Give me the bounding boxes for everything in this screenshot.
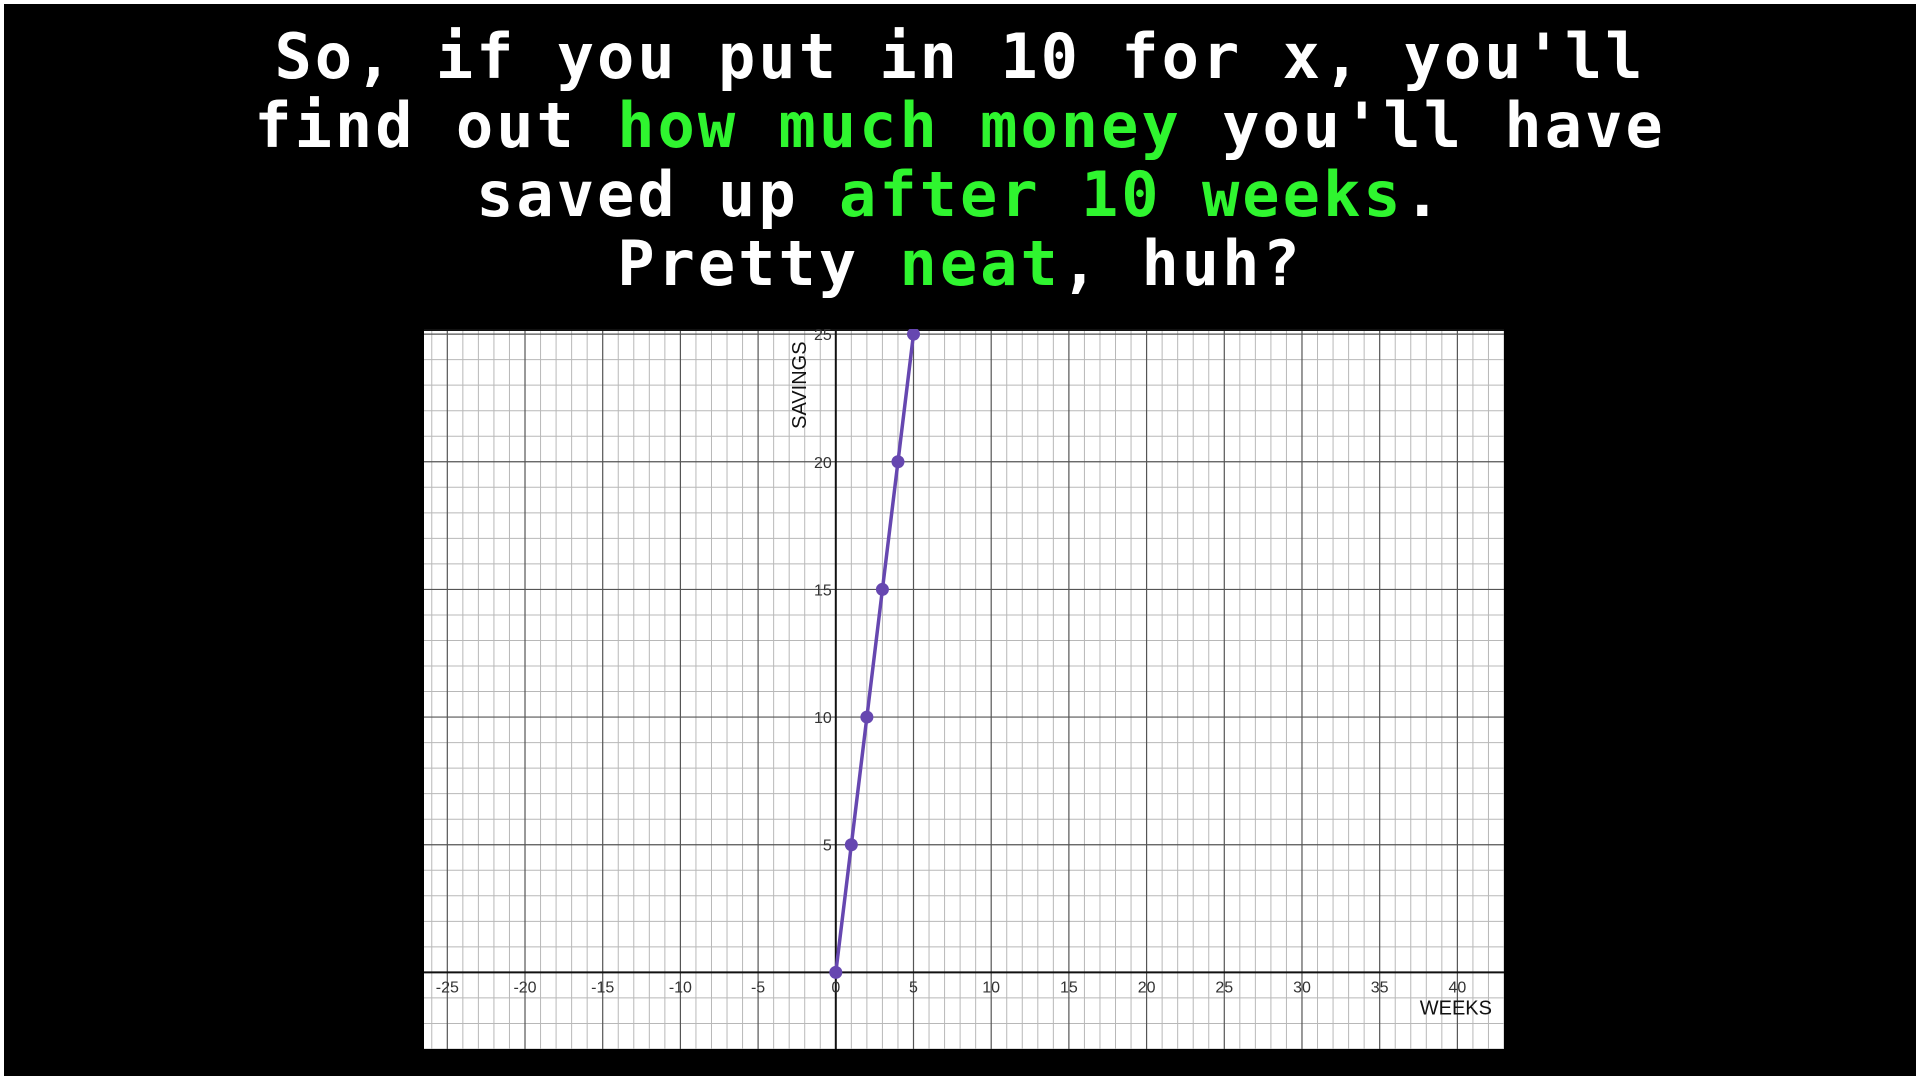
- caption-line-4-end: , huh?: [1060, 227, 1303, 300]
- x-tick-label: 0: [831, 979, 840, 996]
- axes: [424, 329, 1504, 1049]
- highlight-after-10-weeks: after 10 weeks: [839, 158, 1404, 231]
- x-axis-label: WEEKS: [1420, 997, 1492, 1019]
- data-point: [891, 455, 905, 469]
- data-point: [860, 710, 874, 724]
- x-tick-label: -5: [751, 979, 765, 996]
- x-tick-label: 15: [1060, 979, 1078, 996]
- x-tick-label: 35: [1371, 979, 1389, 996]
- x-tick-label: 10: [982, 979, 1000, 996]
- highlight-neat: neat: [899, 227, 1061, 300]
- chart-svg: -25 -20 -15 -10 -5 0 5 10 15 20 25 30 35 40510152025 …: [424, 329, 1504, 1049]
- tick-labels: -25 -20 -15 -10 -5 0 5 10 15 20 25 30 35 40 5 10 15 20 25: [436, 329, 1467, 996]
- caption: So, if you put in 10 for x, you'll find …: [4, 22, 1916, 298]
- data-point: [829, 965, 843, 979]
- x-tick-label: 5: [909, 979, 918, 996]
- y-tick-label: 20: [814, 455, 832, 472]
- caption-line-4-start: Pretty: [617, 227, 900, 300]
- caption-line-2-end: you'll have: [1181, 89, 1666, 162]
- data-point: [906, 329, 920, 341]
- caption-line-3-end: .: [1403, 158, 1444, 231]
- data-point: [844, 838, 858, 852]
- caption-line-4: Pretty neat, huh?: [4, 229, 1916, 298]
- data-point: [875, 582, 889, 596]
- x-tick-label: 30: [1293, 979, 1311, 996]
- y-tick-label: 5: [823, 838, 832, 855]
- slide: So, if you put in 10 for x, you'll find …: [4, 4, 1916, 1076]
- savings-chart: -25 -20 -15 -10 -5 0 5 10 15 20 25 30 35 40 5 10 15 20 25 …: [424, 329, 1504, 1049]
- grid-major: [424, 329, 1504, 1049]
- x-tick-label: 40: [1448, 979, 1466, 996]
- x-tick-label: -20: [513, 979, 536, 996]
- caption-line-3-start: saved up: [476, 158, 840, 231]
- x-tick-label: 20: [1138, 979, 1156, 996]
- series-line: [834, 333, 916, 973]
- grid-minor: [424, 329, 1504, 1049]
- series-layer: [829, 329, 920, 979]
- caption-line-2: find out how much money you'll have: [4, 91, 1916, 160]
- caption-line-2-start: find out: [254, 89, 618, 162]
- x-tick-label: 25: [1215, 979, 1233, 996]
- caption-line-3: saved up after 10 weeks.: [4, 160, 1916, 229]
- y-tick-label: 10: [814, 710, 832, 727]
- x-tick-label: -10: [669, 979, 692, 996]
- y-tick-label: 25: [814, 329, 832, 344]
- highlight-how-much-money: how much money: [617, 89, 1182, 162]
- y-tick-label: 15: [814, 582, 832, 599]
- caption-line-1: So, if you put in 10 for x, you'll: [4, 22, 1916, 91]
- x-tick-label: -25: [436, 979, 459, 996]
- caption-line-1-text: So, if you put in 10 for x, you'll: [274, 20, 1646, 93]
- x-tick-label: -15: [591, 979, 614, 996]
- y-axis-label: SAVINGS: [789, 341, 811, 428]
